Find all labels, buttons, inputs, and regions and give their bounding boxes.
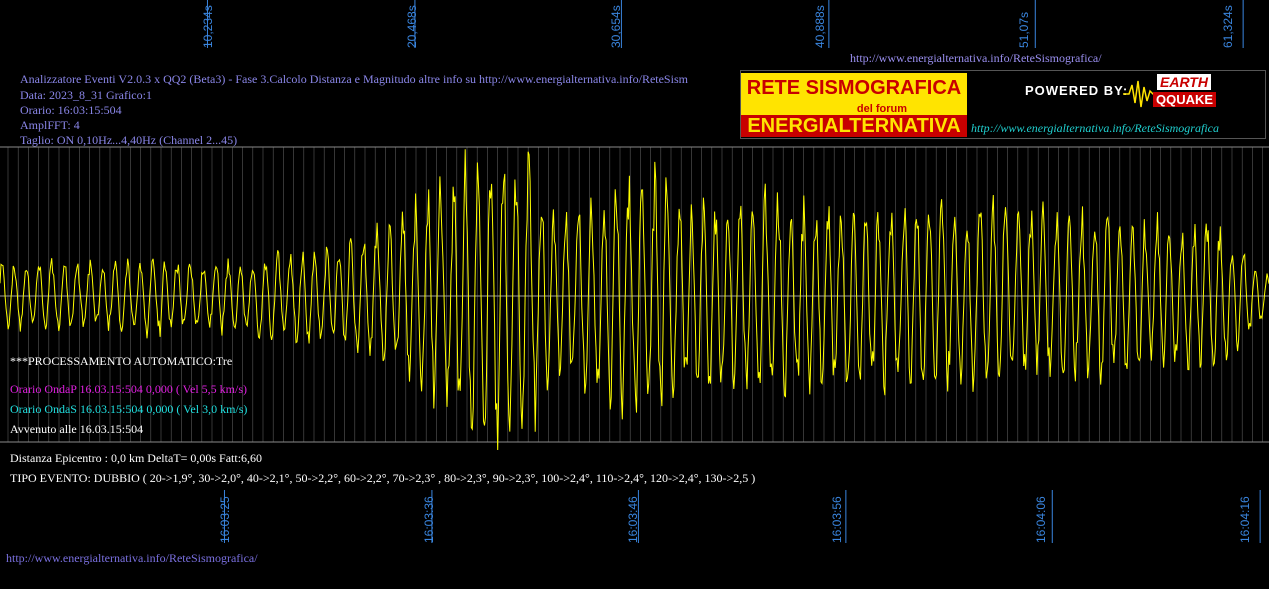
bottom-tick-2: 16:03:36 — [422, 496, 436, 543]
top-url[interactable]: http://www.energialternativa.info/ReteSi… — [850, 51, 1102, 65]
top-tick-2: 20,468s — [405, 5, 419, 48]
header-line-2: Data: 2023_8_31 Grafico:1 — [20, 88, 152, 102]
seismic-wave-icon — [1123, 80, 1163, 108]
signal-trace-group — [0, 149, 1269, 451]
logo-url[interactable]: http://www.energialternativa.info/ReteSi… — [971, 121, 1219, 135]
bottom-tick-5: 16:04:06 — [1034, 496, 1048, 543]
top-tick-1: 10,234s — [201, 5, 215, 48]
header-line-5: Taglio: ON 0,10Hz...4,40Hz (Channel 2...… — [20, 133, 238, 147]
seismic-signal-line — [0, 149, 1269, 451]
processing-title: ***PROCESSAMENTO AUTOMATICO:Tre — [10, 354, 233, 368]
onda-p-time: Orario OndaP 16.03.15:504 0,000 ( Vel 5,… — [10, 382, 247, 396]
epicenter-distance: Distanza Epicentro : 0,0 km DeltaT= 0,00… — [10, 451, 263, 465]
bottom-tick-6: 16:04:16 — [1238, 496, 1252, 543]
bottom-tick-1: 16:03:25 — [218, 496, 232, 543]
header-line-4: AmplFFT: 4 — [20, 118, 80, 132]
bottom-tick-4: 16:03:56 — [830, 496, 844, 543]
onda-s-time: Orario OndaS 16.03.15:504 0,000 ( Vel 3,… — [10, 402, 248, 416]
logo-subtitle-text: del forum — [856, 103, 907, 115]
top-tick-5: 51,07s — [1017, 11, 1031, 48]
top-tick-6: 61,324s — [1221, 5, 1235, 48]
powered-by-label: POWERED BY: — [1025, 83, 1129, 98]
earthquake-brand-top: EARTH — [1157, 74, 1211, 90]
logo-subtitle: del forum — [741, 103, 967, 115]
top-tick-3: 30,654s — [609, 5, 623, 48]
event-type: TIPO EVENTO: DUBBIO ( 20->1,9°, 30->2,0°… — [10, 471, 756, 485]
bottom-url[interactable]: http://www.energialternativa.info/ReteSi… — [6, 551, 258, 565]
event-time: Avvenuto alle 16.03.15:504 — [10, 422, 144, 436]
header-line-1: Analizzatore Eventi V2.0.3 x QQ2 (Beta3)… — [20, 72, 688, 86]
header-line-3: Orario: 16:03:15:504 — [20, 103, 122, 117]
earthquake-brand-bottom: QQUAKE — [1153, 92, 1217, 107]
rete-sismografica-logo: RETE SISMOGRAFICA del forum ENERGIALTERN… — [740, 70, 1266, 139]
bottom-tick-3: 16:03:46 — [626, 496, 640, 543]
logo-title: RETE SISMOGRAFICA — [741, 73, 967, 103]
top-tick-4: 40,888s — [813, 5, 827, 48]
logo-brand: ENERGIALTERNATIVA — [741, 115, 967, 137]
